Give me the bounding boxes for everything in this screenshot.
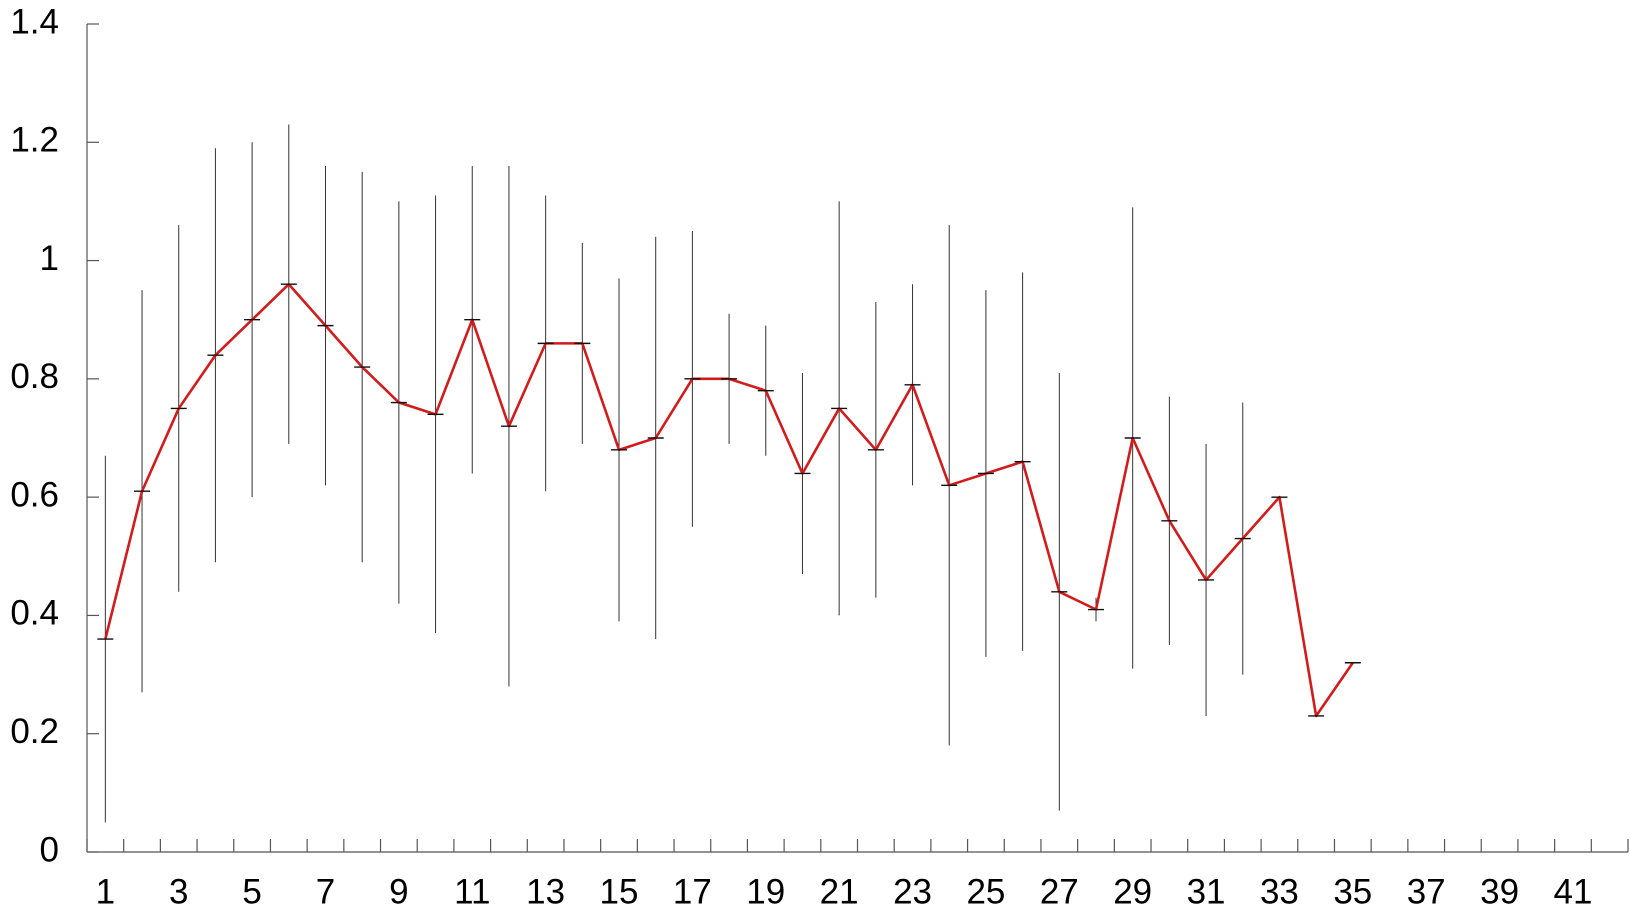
x-tick-label: 1	[96, 872, 115, 911]
y-tick-label: 0.4	[10, 594, 59, 633]
x-tick-label: 7	[316, 872, 335, 911]
x-tick-label: 35	[1333, 872, 1372, 911]
x-tick-label: 11	[454, 872, 490, 911]
x-tick-label: 17	[673, 872, 712, 911]
y-tick-label: 1.2	[10, 121, 59, 160]
x-tick-label: 41	[1553, 872, 1592, 911]
y-tick-label: 0.2	[10, 712, 59, 751]
y-tick-label: 0.6	[10, 475, 59, 514]
x-tick-label: 19	[746, 872, 785, 911]
x-tick-label: 13	[526, 872, 565, 911]
y-tick-label: 0.8	[10, 357, 59, 396]
x-tick-label: 39	[1480, 872, 1519, 911]
y-tick-label: 1.4	[10, 2, 59, 41]
x-tick-label: 29	[1113, 872, 1152, 911]
x-tick-label: 15	[600, 872, 639, 911]
x-tick-label: 23	[893, 872, 932, 911]
x-tick-label: 33	[1260, 872, 1299, 911]
y-tick-label: 0	[40, 830, 59, 869]
y-tick-label: 1	[40, 239, 59, 278]
x-tick-label: 3	[169, 872, 188, 911]
x-tick-label: 31	[1187, 872, 1226, 911]
x-tick-label: 37	[1407, 872, 1446, 911]
x-tick-label: 21	[820, 872, 859, 911]
x-tick-label: 9	[389, 872, 408, 911]
x-tick-label: 27	[1040, 872, 1079, 911]
x-tick-label: 5	[242, 872, 261, 911]
x-tick-label: 25	[966, 872, 1005, 911]
